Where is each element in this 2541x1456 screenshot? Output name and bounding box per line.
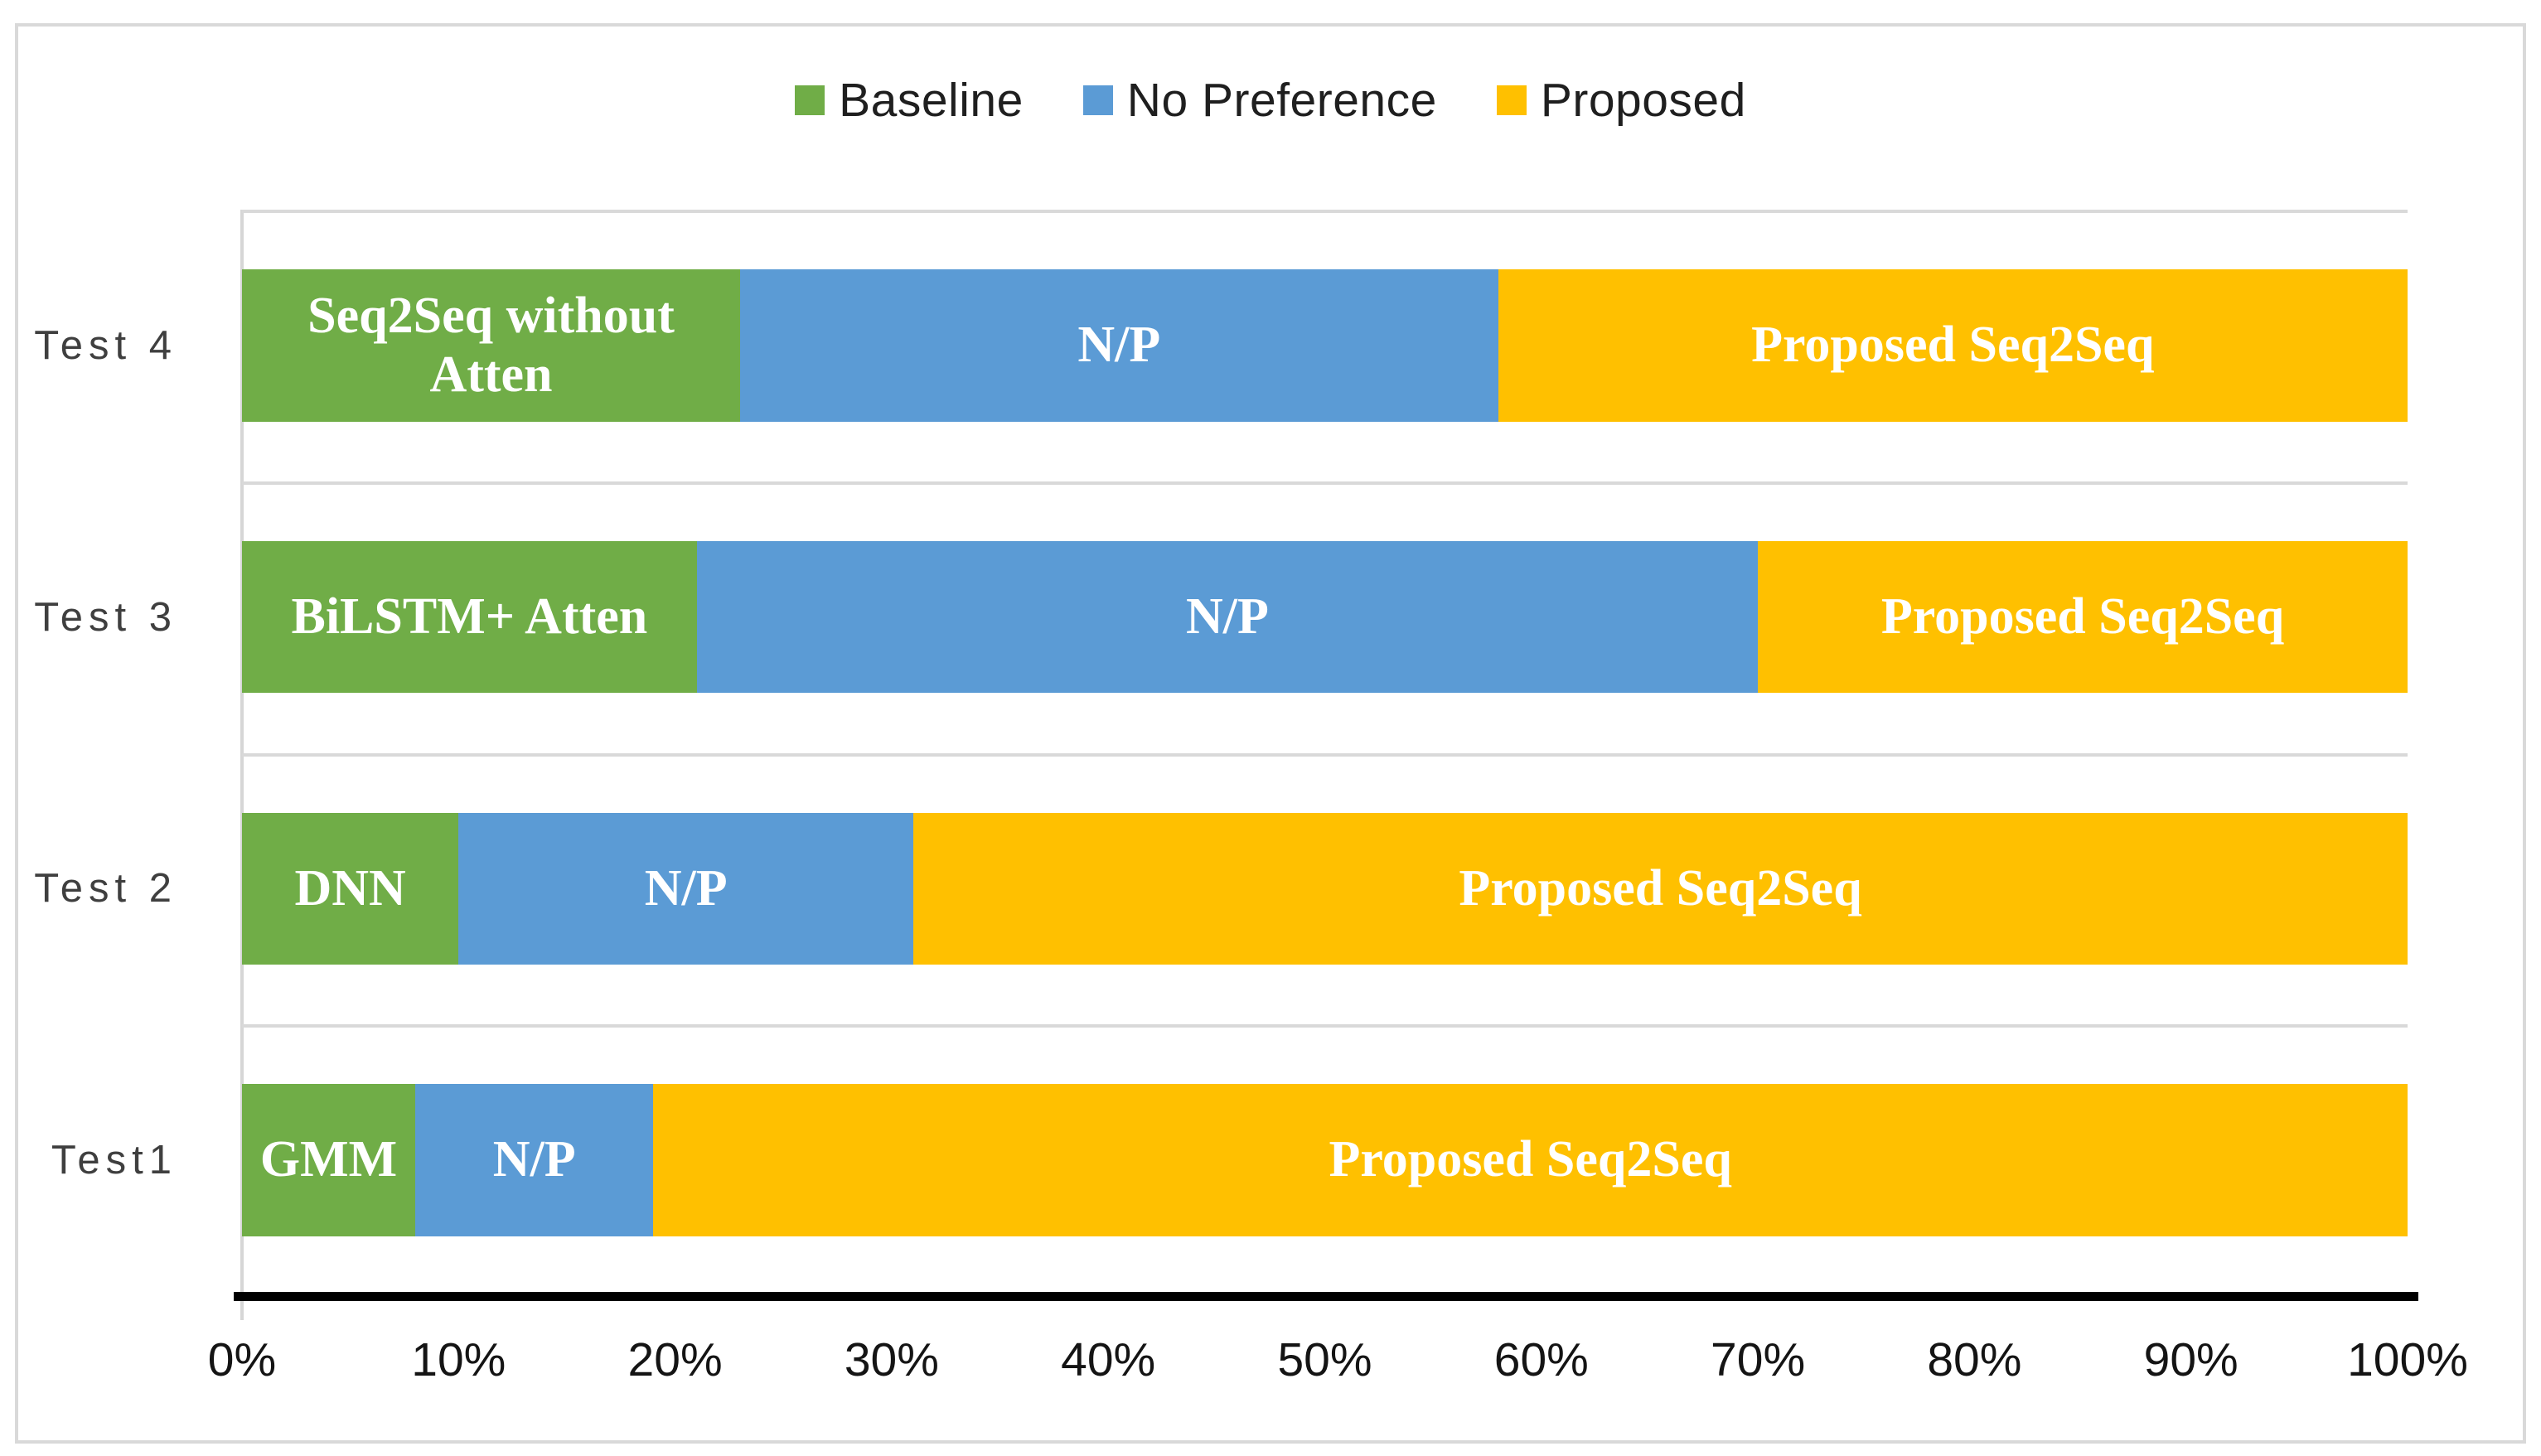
x-tick-label-40: 40% (1061, 1333, 1156, 1386)
bar-segment-label: N/P (1077, 317, 1161, 374)
x-tick-label-60: 60% (1493, 1333, 1589, 1386)
x-tick-label-0: 0% (207, 1333, 277, 1386)
legend-item-no-preference: No Preference (1082, 73, 1437, 128)
bar-segment-test-3-baseline: BiLSTM+ Atten (242, 540, 697, 694)
bar-segment-test-4-baseline: Seq2Seq without Atten (242, 269, 740, 422)
bar-segment-test1-baseline: GMM (242, 1084, 416, 1236)
legend-item-baseline: Baseline (795, 73, 1024, 128)
bar-segment-label: Proposed Seq2Seq (1880, 588, 2285, 645)
x-tick-label-100: 100% (2347, 1333, 2468, 1386)
bar-segment-test-2-baseline: DNN (242, 812, 459, 965)
x-tick-label-50: 50% (1277, 1333, 1372, 1386)
bar-row-test-2: DNN N/P Proposed Seq2Seq (242, 753, 2408, 1025)
plot-area: Seq2Seq without Atten N/P Proposed Seq2Seq… (234, 210, 2418, 1320)
bar-segment-test1-proposed: Proposed Seq2Seq (653, 1084, 2408, 1236)
x-axis-line (234, 1292, 2418, 1301)
category-axis-labels: Test 4 Test 3 Test 2 Test1 (0, 210, 212, 1296)
bar-segment-test-3-proposed: Proposed Seq2Seq (1758, 540, 2408, 694)
bar-row-test-4: Seq2Seq without Atten N/P Proposed Seq2Seq (242, 210, 2408, 481)
bar-track: Seq2Seq without Atten N/P Proposed Seq2Seq (242, 269, 2408, 422)
category-axis-line (240, 210, 244, 1320)
legend-item-proposed: Proposed (1496, 73, 1746, 128)
bar-segment-label: BiLSTM+ Atten (291, 588, 648, 645)
x-tick-label-70: 70% (1711, 1333, 1806, 1386)
x-tick-label-10: 10% (411, 1333, 506, 1386)
bar-track: GMM N/P Proposed Seq2Seq (242, 1084, 2408, 1236)
bar-segment-label: N/P (644, 859, 728, 917)
gridline (242, 210, 2408, 213)
bar-row-test1: GMM N/P Proposed Seq2Seq (242, 1024, 2408, 1296)
x-axis-tick-labels: 0% 10% 20% 30% 40% 50% 60% 70% 80% 90% 100% (208, 1333, 2468, 1399)
category-label-test-3: Test 3 (34, 594, 177, 640)
bar-track: DNN N/P Proposed Seq2Seq (242, 812, 2408, 965)
legend: Baseline No Preference Proposed (0, 73, 2541, 128)
bar-segment-label: N/P (492, 1131, 576, 1188)
legend-swatch-baseline (795, 85, 825, 115)
x-tick-label-30: 30% (844, 1333, 939, 1386)
bar-segment-label: N/P (1185, 588, 1269, 645)
gridline (242, 481, 2408, 485)
bar-segment-label: GMM (259, 1131, 398, 1188)
bar-segment-label: Seq2Seq without Atten (307, 287, 675, 403)
legend-swatch-no-preference (1082, 85, 1113, 115)
legend-label: Proposed (1540, 74, 1746, 127)
category-label-test1: Test1 (51, 1138, 177, 1183)
bar-segment-test1-no-preference: N/P (415, 1084, 654, 1236)
bar-segment-test-2-no-preference: N/P (458, 812, 914, 965)
gridline (242, 752, 2408, 757)
x-tick-label-20: 20% (627, 1333, 723, 1386)
bar-segment-test-4-no-preference: N/P (739, 269, 1498, 422)
legend-label: No Preference (1126, 74, 1437, 127)
category-label-test-4: Test 4 (34, 322, 177, 368)
bar-segment-test-2-proposed: Proposed Seq2Seq (913, 812, 2408, 965)
x-tick-label-90: 90% (2143, 1333, 2238, 1386)
bar-segment-label: Proposed Seq2Seq (1329, 1131, 1732, 1188)
legend-label: Baseline (839, 74, 1024, 127)
bar-segment-test-4-proposed: Proposed Seq2Seq (1498, 269, 2408, 422)
bar-segment-label: Proposed Seq2Seq (1459, 859, 1862, 917)
bar-track: BiLSTM+ Atten N/P Proposed Seq2Seq (242, 540, 2408, 694)
gridline (242, 1024, 2408, 1028)
bar-segment-test-3-no-preference: N/P (696, 540, 1759, 694)
bar-row-test-3: BiLSTM+ Atten N/P Proposed Seq2Seq (242, 481, 2408, 753)
bar-segment-label: DNN (294, 859, 406, 917)
legend-swatch-proposed (1496, 85, 1527, 115)
bar-segment-label: Proposed Seq2Seq (1751, 317, 2155, 374)
x-tick-label-80: 80% (1927, 1333, 2022, 1386)
category-label-test-2: Test 2 (34, 866, 177, 912)
